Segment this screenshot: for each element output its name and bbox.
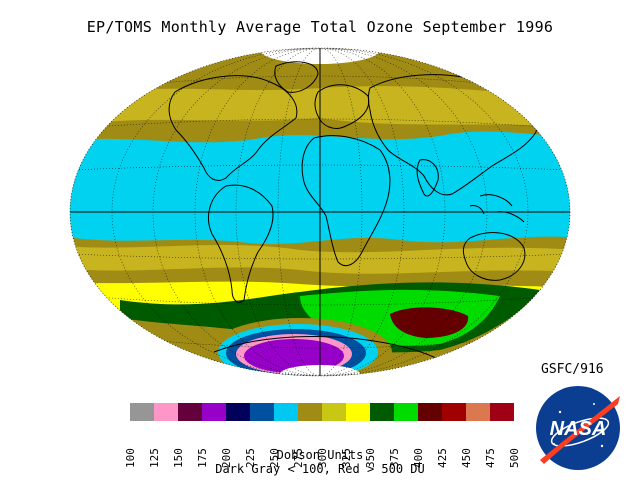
legend-swatch [202,403,226,421]
legend-swatch [322,403,346,421]
legend-tick-label: 500 [508,448,521,468]
nasa-meatball-logo: NASA [536,386,620,470]
legend-swatch [418,403,442,421]
legend-swatch [130,403,154,421]
legend-tick-label: 125 [148,448,161,468]
nasa-logo-text: NASA [550,418,607,440]
credit-label: GSFC/916 [541,362,604,377]
legend-tick-label: 100 [124,448,137,468]
map-title: EP/TOMS Monthly Average Total Ozone Sept… [86,18,554,36]
legend-units: Dobson Units [276,448,364,462]
legend-swatch [250,403,274,421]
legend-swatch [226,403,250,421]
legend-range-note: Dark Gray < 100, Red > 500 DU [215,462,425,476]
legend-swatch [274,403,298,421]
band-dark-red [390,307,469,338]
legend-swatch [346,403,370,421]
legend-swatch [370,403,394,421]
legend-tick-label: 475 [484,448,497,468]
legend-swatch [154,403,178,421]
legend-swatch [298,403,322,421]
legend-swatch [442,403,466,421]
legend-swatch [178,403,202,421]
legend-swatch [394,403,418,421]
legend-swatch [466,403,490,421]
legend-swatch [490,403,514,421]
